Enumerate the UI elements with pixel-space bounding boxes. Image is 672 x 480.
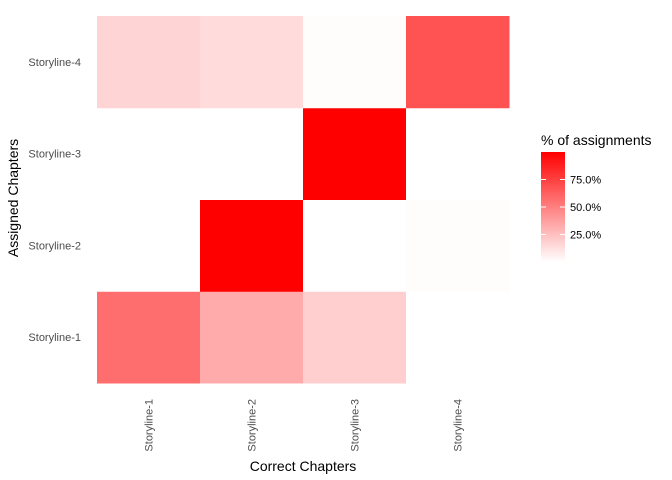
- heatmap-cells: [97, 16, 510, 384]
- heatmap-cell: [200, 107, 304, 200]
- x-axis-title: Correct Chapters: [250, 458, 357, 474]
- legend-title: % of assignments: [541, 132, 652, 148]
- heatmap-cell: [303, 199, 407, 292]
- heatmap-cell: [303, 107, 407, 200]
- x-tick-label: Storyline-4: [453, 399, 465, 452]
- legend-ticks: 25.0% 50.0% 75.0%: [541, 175, 601, 242]
- y-axis-title: Assigned Chapters: [5, 139, 21, 257]
- heatmap-cell: [303, 16, 407, 109]
- heatmap-cell: [97, 199, 201, 292]
- x-tick-labels: Storyline-1 Storyline-2 Storyline-3 Storyli…: [144, 399, 465, 452]
- y-tick-labels: Storyline-1 Storyline-2 Storyline-3 Storyli…: [28, 57, 81, 344]
- y-tick-label: Storyline-3: [28, 149, 81, 161]
- heatmap-cell: [303, 291, 407, 384]
- heatmap-cell: [97, 16, 201, 109]
- y-tick-label: Storyline-1: [28, 332, 81, 344]
- heatmap-cell: [406, 107, 510, 200]
- legend-tick-label: 50.0%: [570, 202, 601, 214]
- y-tick-label: Storyline-4: [28, 57, 81, 69]
- legend-tick-label: 75.0%: [570, 175, 601, 187]
- x-tick-label: Storyline-2: [247, 399, 259, 452]
- heatmap-cell: [200, 291, 304, 384]
- legend-tick-label: 25.0%: [570, 230, 601, 242]
- x-tick-label: Storyline-1: [144, 399, 156, 452]
- y-tick-label: Storyline-2: [28, 240, 81, 252]
- heatmap-cell: [406, 16, 510, 109]
- x-tick-label: Storyline-3: [350, 399, 362, 452]
- heatmap-cell: [97, 107, 201, 200]
- color-legend: % of assignments 25.0% 50.0% 75.0%: [541, 132, 652, 262]
- heatmap-cell: [406, 199, 510, 292]
- heatmap-cell: [200, 16, 304, 109]
- heatmap-cell: [97, 291, 201, 384]
- heatmap-cell: [406, 291, 510, 384]
- heatmap-cell: [200, 199, 304, 292]
